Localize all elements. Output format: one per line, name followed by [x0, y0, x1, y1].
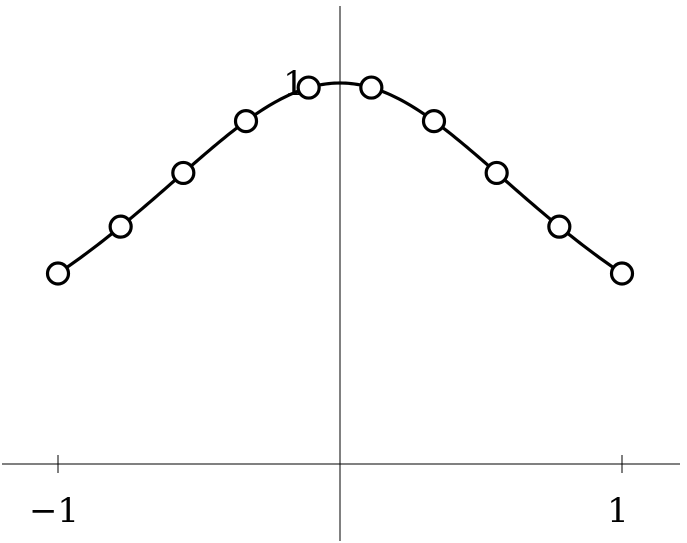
- data-point-0-1: [108, 214, 133, 239]
- data-point-0-4: [296, 75, 321, 100]
- data-point-0-6: [421, 108, 447, 134]
- axes: [2, 6, 680, 541]
- x-tick-label-1: 1: [607, 491, 629, 531]
- data-point-0-9: [609, 261, 635, 286]
- ticks: −1 11: [29, 64, 629, 531]
- data-point-0-0: [45, 261, 71, 286]
- data-point-0-5: [359, 75, 384, 100]
- data-point-0-8: [547, 214, 572, 239]
- data-point-0-7: [484, 160, 509, 186]
- data-points: [45, 75, 635, 286]
- curve-line: [57, 81, 623, 275]
- data-point-0-3: [233, 108, 259, 134]
- x-tick-label-0: −1: [29, 491, 79, 531]
- data-point-0-2: [171, 160, 196, 186]
